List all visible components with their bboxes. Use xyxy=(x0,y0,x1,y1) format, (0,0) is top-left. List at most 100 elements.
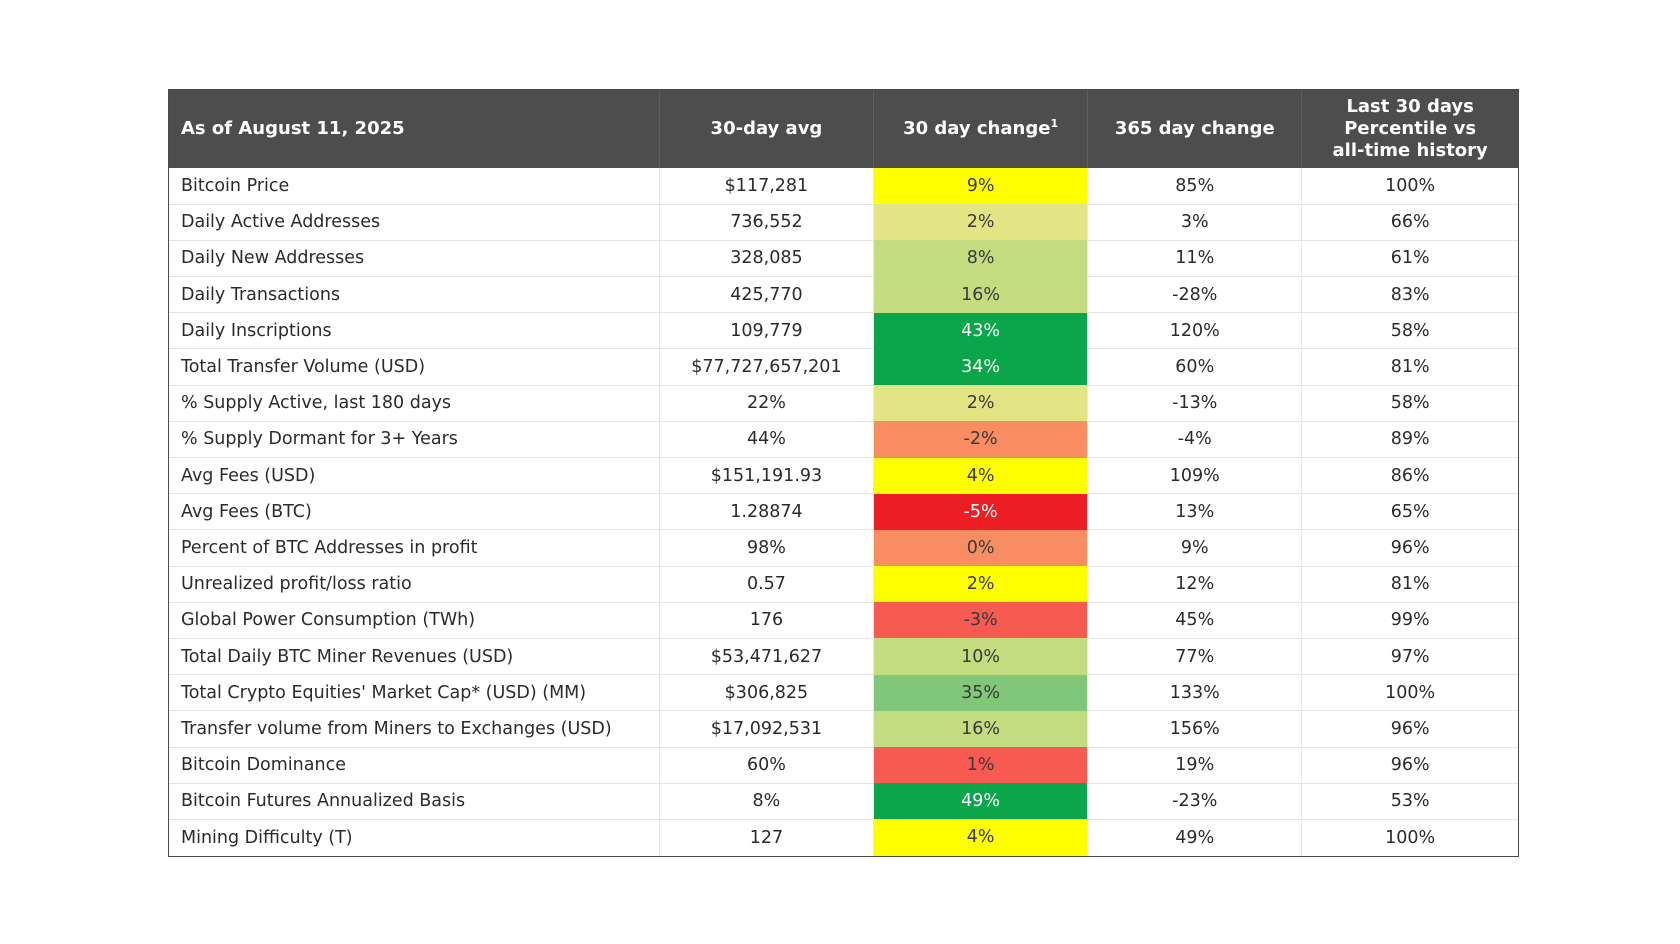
percentile-cell: 81% xyxy=(1301,348,1518,386)
percentile-cell: 100% xyxy=(1301,168,1518,205)
thirty-day-avg-cell: 22% xyxy=(659,385,875,422)
year-change-cell: 133% xyxy=(1087,674,1303,712)
metric-name-cell: Global Power Consumption (TWh) xyxy=(169,602,660,639)
thirty-day-change-cell: -2% xyxy=(873,421,1089,458)
percentile-cell: 58% xyxy=(1301,385,1518,422)
thirty-day-change-cell: 4% xyxy=(873,457,1089,494)
thirty-day-change-cell: 10% xyxy=(873,638,1089,675)
header-as-of-date: As of August 11, 2025 xyxy=(169,90,660,168)
thirty-day-avg-cell: 98% xyxy=(659,529,875,567)
table-row: Total Daily BTC Miner Revenues (USD) $53,… xyxy=(169,638,1518,676)
metric-name-cell: Total Crypto Equities' Market Cap* (USD)… xyxy=(169,674,660,712)
table-row: Bitcoin Futures Annualized Basis 8% 49% -23… xyxy=(169,783,1518,820)
percentile-cell: 86% xyxy=(1301,457,1518,495)
year-change-cell: 49% xyxy=(1087,819,1303,856)
table-row: Daily Inscriptions 109,779 43% 120% 58% xyxy=(169,312,1518,350)
percentile-cell: 96% xyxy=(1301,747,1518,784)
year-change-cell: 13% xyxy=(1087,493,1303,531)
table-row: Avg Fees (USD) $151,191.93 4% 109% 86% xyxy=(169,457,1518,495)
year-change-cell: -4% xyxy=(1087,421,1303,459)
thirty-day-avg-cell: $117,281 xyxy=(659,168,875,205)
thirty-day-change-cell: 8% xyxy=(873,240,1089,277)
thirty-day-avg-cell: 1.28874 xyxy=(659,493,875,531)
metric-name-cell: Avg Fees (USD) xyxy=(169,457,660,495)
percentile-cell: 97% xyxy=(1301,638,1518,676)
metric-name-cell: Daily Inscriptions xyxy=(169,312,660,350)
thirty-day-avg-cell: 736,552 xyxy=(659,204,875,241)
thirty-day-avg-cell: 127 xyxy=(659,819,875,856)
year-change-cell: 11% xyxy=(1087,240,1303,278)
thirty-day-avg-cell: $77,727,657,201 xyxy=(659,348,875,386)
year-change-cell: 156% xyxy=(1087,710,1303,748)
percentile-cell: 66% xyxy=(1301,204,1518,241)
table-row: Mining Difficulty (T) 127 4% 49% 100% xyxy=(169,819,1518,856)
table-row: Daily Active Addresses 736,552 2% 3% 66% xyxy=(169,204,1518,241)
year-change-cell: 77% xyxy=(1087,638,1303,676)
header-percentile: Last 30 days Percentile vs all-time hist… xyxy=(1302,90,1518,168)
metric-name-cell: Unrealized profit/loss ratio xyxy=(169,566,660,603)
thirty-day-change-cell: 43% xyxy=(873,312,1089,349)
year-change-cell: -23% xyxy=(1087,783,1303,820)
thirty-day-change-cell: 2% xyxy=(873,566,1089,603)
year-change-cell: 12% xyxy=(1087,566,1303,603)
year-change-cell: 120% xyxy=(1087,312,1303,350)
table-row: Total Crypto Equities' Market Cap* (USD)… xyxy=(169,674,1518,712)
metric-name-cell: Bitcoin Price xyxy=(169,168,660,205)
metric-name-cell: % Supply Dormant for 3+ Years xyxy=(169,421,660,459)
metric-name-cell: Total Daily BTC Miner Revenues (USD) xyxy=(169,638,660,676)
table-row: Daily Transactions 425,770 16% -28% 83% xyxy=(169,276,1518,314)
thirty-day-change-cell: 2% xyxy=(873,204,1089,241)
year-change-cell: 45% xyxy=(1087,602,1303,639)
thirty-day-change-cell: 16% xyxy=(873,276,1089,313)
metric-name-cell: Bitcoin Futures Annualized Basis xyxy=(169,783,660,820)
metrics-table-container: As of August 11, 2025 30-day avg 30 day … xyxy=(168,89,1519,857)
year-change-cell: -28% xyxy=(1087,276,1303,314)
year-change-cell: 3% xyxy=(1087,204,1303,241)
metric-name-cell: Percent of BTC Addresses in profit xyxy=(169,529,660,567)
table-row: Transfer volume from Miners to Exchanges… xyxy=(169,710,1518,748)
thirty-day-avg-cell: 0.57 xyxy=(659,566,875,603)
year-change-cell: 85% xyxy=(1087,168,1303,205)
year-change-cell: 19% xyxy=(1087,747,1303,784)
footnote-marker: 1 xyxy=(1050,117,1059,130)
thirty-day-avg-cell: $306,825 xyxy=(659,674,875,712)
header-365-day-change: 365 day change xyxy=(1087,90,1303,168)
percentile-cell: 58% xyxy=(1301,312,1518,350)
thirty-day-avg-cell: 44% xyxy=(659,421,875,459)
thirty-day-change-cell: 4% xyxy=(873,819,1089,856)
thirty-day-avg-cell: 328,085 xyxy=(659,240,875,278)
metric-name-cell: Bitcoin Dominance xyxy=(169,747,660,784)
thirty-day-avg-cell: $17,092,531 xyxy=(659,710,875,748)
table-row: Global Power Consumption (TWh) 176 -3% 45% 9… xyxy=(169,602,1518,639)
thirty-day-change-cell: 0% xyxy=(873,529,1089,567)
thirty-day-avg-cell: $151,191.93 xyxy=(659,457,875,495)
percentile-cell: 96% xyxy=(1301,710,1518,748)
year-change-cell: 9% xyxy=(1087,529,1303,567)
table-row: % Supply Active, last 180 days 22% 2% -13% 5… xyxy=(169,385,1518,422)
percentile-cell: 61% xyxy=(1301,240,1518,278)
table-row: Percent of BTC Addresses in profit 98% 0% 9… xyxy=(169,529,1518,567)
year-change-cell: 60% xyxy=(1087,348,1303,386)
thirty-day-change-cell: 2% xyxy=(873,385,1089,422)
thirty-day-avg-cell: 8% xyxy=(659,783,875,820)
percentile-cell: 89% xyxy=(1301,421,1518,459)
table-body: Bitcoin Price $117,281 9% 85% 100% Daily Acti… xyxy=(169,168,1518,856)
percentile-cell: 96% xyxy=(1301,529,1518,567)
table-row: Bitcoin Price $117,281 9% 85% 100% xyxy=(169,168,1518,205)
thirty-day-avg-cell: 60% xyxy=(659,747,875,784)
year-change-cell: -13% xyxy=(1087,385,1303,422)
thirty-day-avg-cell: 425,770 xyxy=(659,276,875,314)
percentile-cell: 100% xyxy=(1301,674,1518,712)
percentile-cell: 83% xyxy=(1301,276,1518,314)
metric-name-cell: Total Transfer Volume (USD) xyxy=(169,348,660,386)
header-30-day-avg: 30-day avg xyxy=(659,90,875,168)
header-30-day-change: 30 day change1 xyxy=(873,90,1089,168)
thirty-day-change-cell: 49% xyxy=(873,783,1089,820)
thirty-day-change-cell: 9% xyxy=(873,168,1089,205)
metric-name-cell: Daily Active Addresses xyxy=(169,204,660,241)
thirty-day-change-cell: -3% xyxy=(873,602,1089,639)
metric-name-cell: Daily Transactions xyxy=(169,276,660,314)
header-row: As of August 11, 2025 30-day avg 30 day … xyxy=(169,90,1518,168)
percentile-cell: 65% xyxy=(1301,493,1518,531)
thirty-day-avg-cell: 109,779 xyxy=(659,312,875,350)
